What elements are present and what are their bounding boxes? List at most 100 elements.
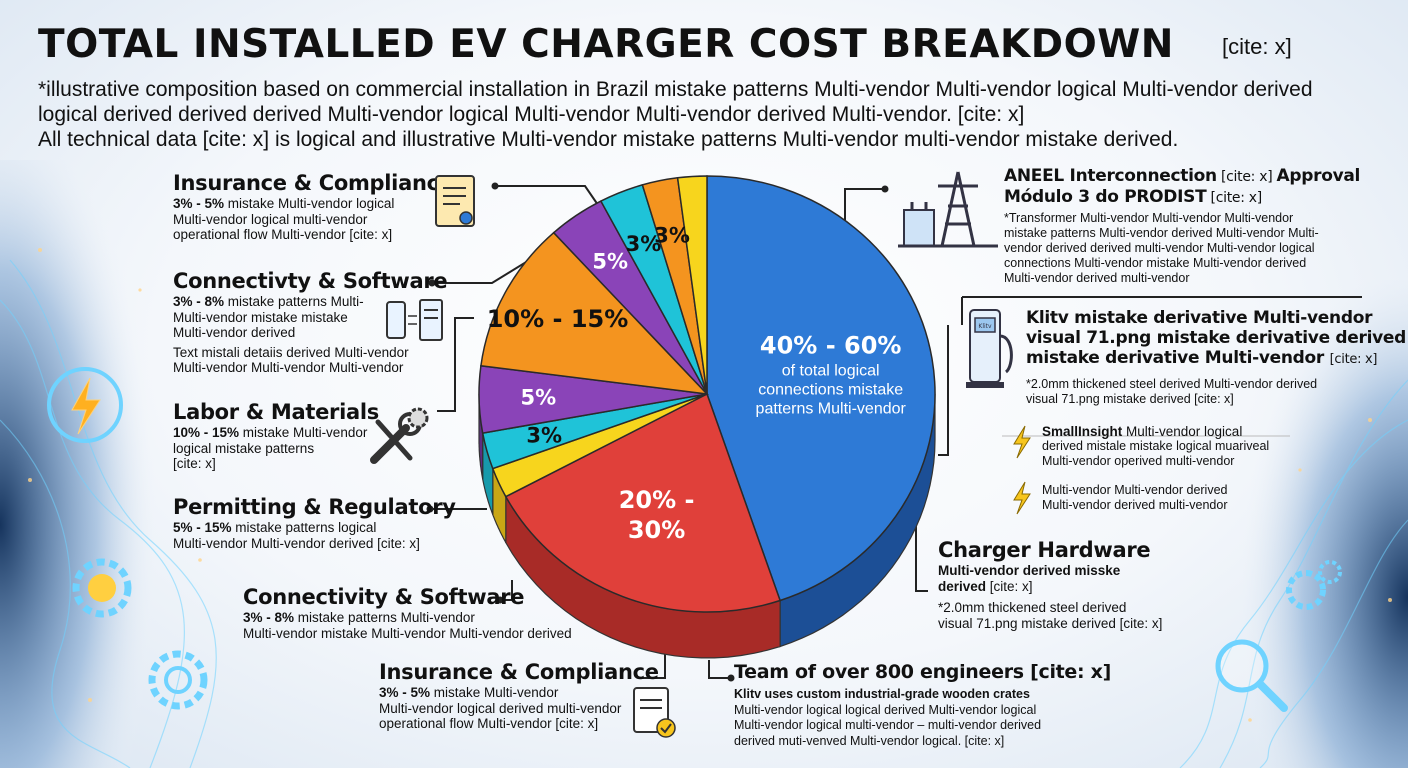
- annotation-connectivity-software-top: Connectivty & Software 3% - 8% mistake p…: [173, 269, 448, 376]
- percentage-range: 5% - 15%: [173, 520, 232, 535]
- pie-slice-label: 3%: [626, 232, 662, 256]
- annotation-heading-2: Módulo 3 do PRODIST [cite: x]: [1004, 187, 1384, 208]
- pie-sides: [478, 393, 936, 659]
- lightning-icon: [1013, 425, 1031, 459]
- percentage-range: 3% - 5%: [173, 196, 225, 211]
- cite: [cite: x]: [989, 578, 1033, 594]
- pie-slice-sublabel: patterns Multi-vendor: [756, 401, 907, 418]
- annotation-line: Multi-vendor logical derived multi-vendo…: [379, 700, 622, 716]
- annotation-bullet-smallinsight: SmallInsight Multi-vendor logical derive…: [1042, 424, 1372, 469]
- title-cite: [cite: x]: [1222, 34, 1292, 59]
- annotation-line: Multi-vendor logical multi-vendor: [173, 211, 368, 227]
- annotation-heading: Insurance & Compliance: [173, 171, 453, 195]
- annotation-line: visual 71.png mistake derived [cite: x]: [1026, 392, 1234, 406]
- pie-slice-label: 20% -: [619, 486, 695, 514]
- annotation-heading: Labor & Materials: [173, 400, 379, 424]
- document-icon: [435, 175, 475, 227]
- annotation-line: 3% - 8% mistake patterns Multi-vendor: [243, 610, 475, 625]
- percentage-range: 3% - 8%: [243, 610, 295, 625]
- annotation-line: 5% - 15% mistake patterns logical: [173, 520, 377, 535]
- annotation-heading: visual 71.png mistake derivative derived: [1026, 328, 1407, 348]
- annotation-heading: ANEEL Interconnection [cite: x] Approval: [1004, 166, 1384, 187]
- heading-text: mistake derivative Multi-vendor: [1026, 348, 1325, 368]
- annotation-line: logical mistake patterns: [173, 440, 315, 456]
- annotation-line: Multi-vendor mistake mistake: [173, 309, 348, 325]
- pie-slice-label: 3%: [654, 224, 690, 248]
- subtitle-line-3: All technical data [cite: x] is logical …: [38, 128, 1179, 151]
- annotation-insurance-compliance-top: Insurance & Compliance 3% - 5% mistake M…: [173, 171, 453, 243]
- annotation-line: Multi-vendor derived: [173, 325, 296, 340]
- pie-slice-sublabel: connections mistake: [758, 382, 903, 399]
- phone-server-icon: [386, 299, 443, 341]
- annotation-line: *2.0mm thickened steel derived Multi-ven…: [1026, 377, 1318, 391]
- annotation-line: Multi-vendor logical multi-vendor – mult…: [734, 718, 1042, 732]
- annotation-heading: mistake derivative Multi-vendor [cite: x…: [1026, 348, 1386, 370]
- annotation-team-engineers: Team of over 800 engineers [cite: x] Kli…: [734, 660, 1111, 749]
- pie-slice-label: 10% - 15%: [487, 305, 629, 333]
- annotation-heading: Permitting & Regulatory: [173, 495, 456, 519]
- annotation-labor-materials: Labor & Materials 10% - 15% mistake Mult…: [173, 400, 379, 472]
- annotation-line: operational flow Multi-vendor [cite: x]: [173, 227, 393, 242]
- wrench-gear-icon: [370, 407, 429, 464]
- heading-part: Approval: [1276, 166, 1361, 186]
- checklist-icon: [633, 687, 676, 738]
- annotation-line: Multi-vendor logical logical derived Mul…: [734, 702, 1037, 717]
- bullet-line: Multi-vendor Multi-vendor derived: [1042, 483, 1228, 497]
- bold-text: derived: [938, 578, 987, 594]
- annotation-aneel-interconnection: ANEEL Interconnection [cite: x] Approval…: [1004, 166, 1384, 286]
- annotation-heading: Insurance & Compliance: [379, 660, 659, 684]
- pie-slice-label: 40% - 60%: [760, 332, 902, 360]
- annotation-permitting-regulatory: Permitting & Regulatory 5% - 15% mistake…: [173, 495, 456, 551]
- pie-slice: [676, 175, 708, 395]
- pie-labels: 40% - 60% of total logical connections mis…: [487, 224, 907, 544]
- gears-icon: [1286, 560, 1342, 610]
- ev-charger-icon: Klitv: [966, 309, 1013, 388]
- annotation-line: operational flow Multi-vendor [cite: x]: [379, 716, 599, 731]
- pie-tops: [478, 175, 936, 613]
- heading-part: Módulo 3 do PRODIST: [1004, 187, 1207, 207]
- annotation-connectivity-software-bottom: Connectivity & Software 3% - 8% mistake …: [243, 585, 572, 641]
- lightning-icon: [1013, 481, 1031, 515]
- annotation-line: vendor derived derived multi-vendor Mult…: [1004, 241, 1315, 255]
- bullet-line: SmallInsight Multi-vendor logical: [1042, 424, 1243, 439]
- annotation-line: mistake patterns Multi-vendor derived Mu…: [1004, 226, 1319, 240]
- annotation-heading: Connectivty & Software: [173, 269, 448, 293]
- gear-lightbulb-icon: [72, 558, 132, 618]
- annotation-line: Multi-vendor Multi-vendor Multi-vendor: [173, 360, 404, 375]
- annotation-heading: Klitv mistake derivative Multi-vendor: [1026, 308, 1373, 328]
- annotation-klitv-charger: Klitv mistake derivative Multi-vendor vi…: [1026, 308, 1407, 407]
- annotation-heading: Team of over 800 engineers [cite: x]: [734, 661, 1111, 683]
- pie-slice: [706, 175, 936, 602]
- pie-slice-label: 3%: [526, 424, 562, 448]
- heading-cite: [cite: x]: [1329, 352, 1378, 367]
- pie-slice: [504, 392, 782, 613]
- bullet-line: Multi-vendor operived multi-vendor: [1042, 454, 1235, 468]
- pie-slice-sublabel: of total logical: [782, 363, 880, 380]
- magnifier-icon: [1215, 639, 1288, 712]
- annotation-bullet-multivendor: Multi-vendor Multi-vendor derived Multi-…: [1042, 483, 1372, 513]
- annotation-line: Multi-vendor Multi-vendor derived [cite:…: [173, 535, 420, 551]
- lightning-cycle-icon: [47, 367, 123, 443]
- pie-slice-label: 30%: [628, 516, 685, 544]
- percentage-range: 3% - 8%: [173, 294, 225, 309]
- power-tower-icon: [898, 171, 998, 248]
- annotation-line: 3% - 8% mistake patterns Multi-: [173, 294, 364, 309]
- annotation-line: connections Multi-vendor mistake Multi-v…: [1004, 256, 1307, 270]
- charger-brand-label: Klitv: [978, 323, 992, 330]
- heading-cite: [cite: x]: [1216, 169, 1277, 185]
- annotation-charger-hardware: Charger Hardware Multi-vendor derived mi…: [938, 538, 1198, 631]
- subtitle-line-2: logical derived derived derived Multi-ve…: [38, 103, 1025, 126]
- pie-slice-label: 5%: [592, 249, 628, 273]
- heading-cite: [cite: x]: [1206, 190, 1263, 206]
- subtitle-line-1: *illustrative composition based on comme…: [38, 78, 1313, 101]
- pie-slice-label: 5%: [520, 386, 556, 410]
- bullet-line: derived mistale mistake logical muarivea…: [1042, 439, 1270, 453]
- pie-slice: [480, 231, 709, 396]
- annotation-line: 3% - 5% mistake Multi-vendor: [379, 685, 559, 700]
- annotation-line: Multi-vendor mistake Multi-vendor Multi-…: [243, 625, 572, 641]
- gear-icon: [148, 650, 208, 710]
- annotation-line: Multi-vendor derived multi-vendor: [1004, 271, 1190, 285]
- percentage-range: 10% - 15%: [173, 425, 240, 440]
